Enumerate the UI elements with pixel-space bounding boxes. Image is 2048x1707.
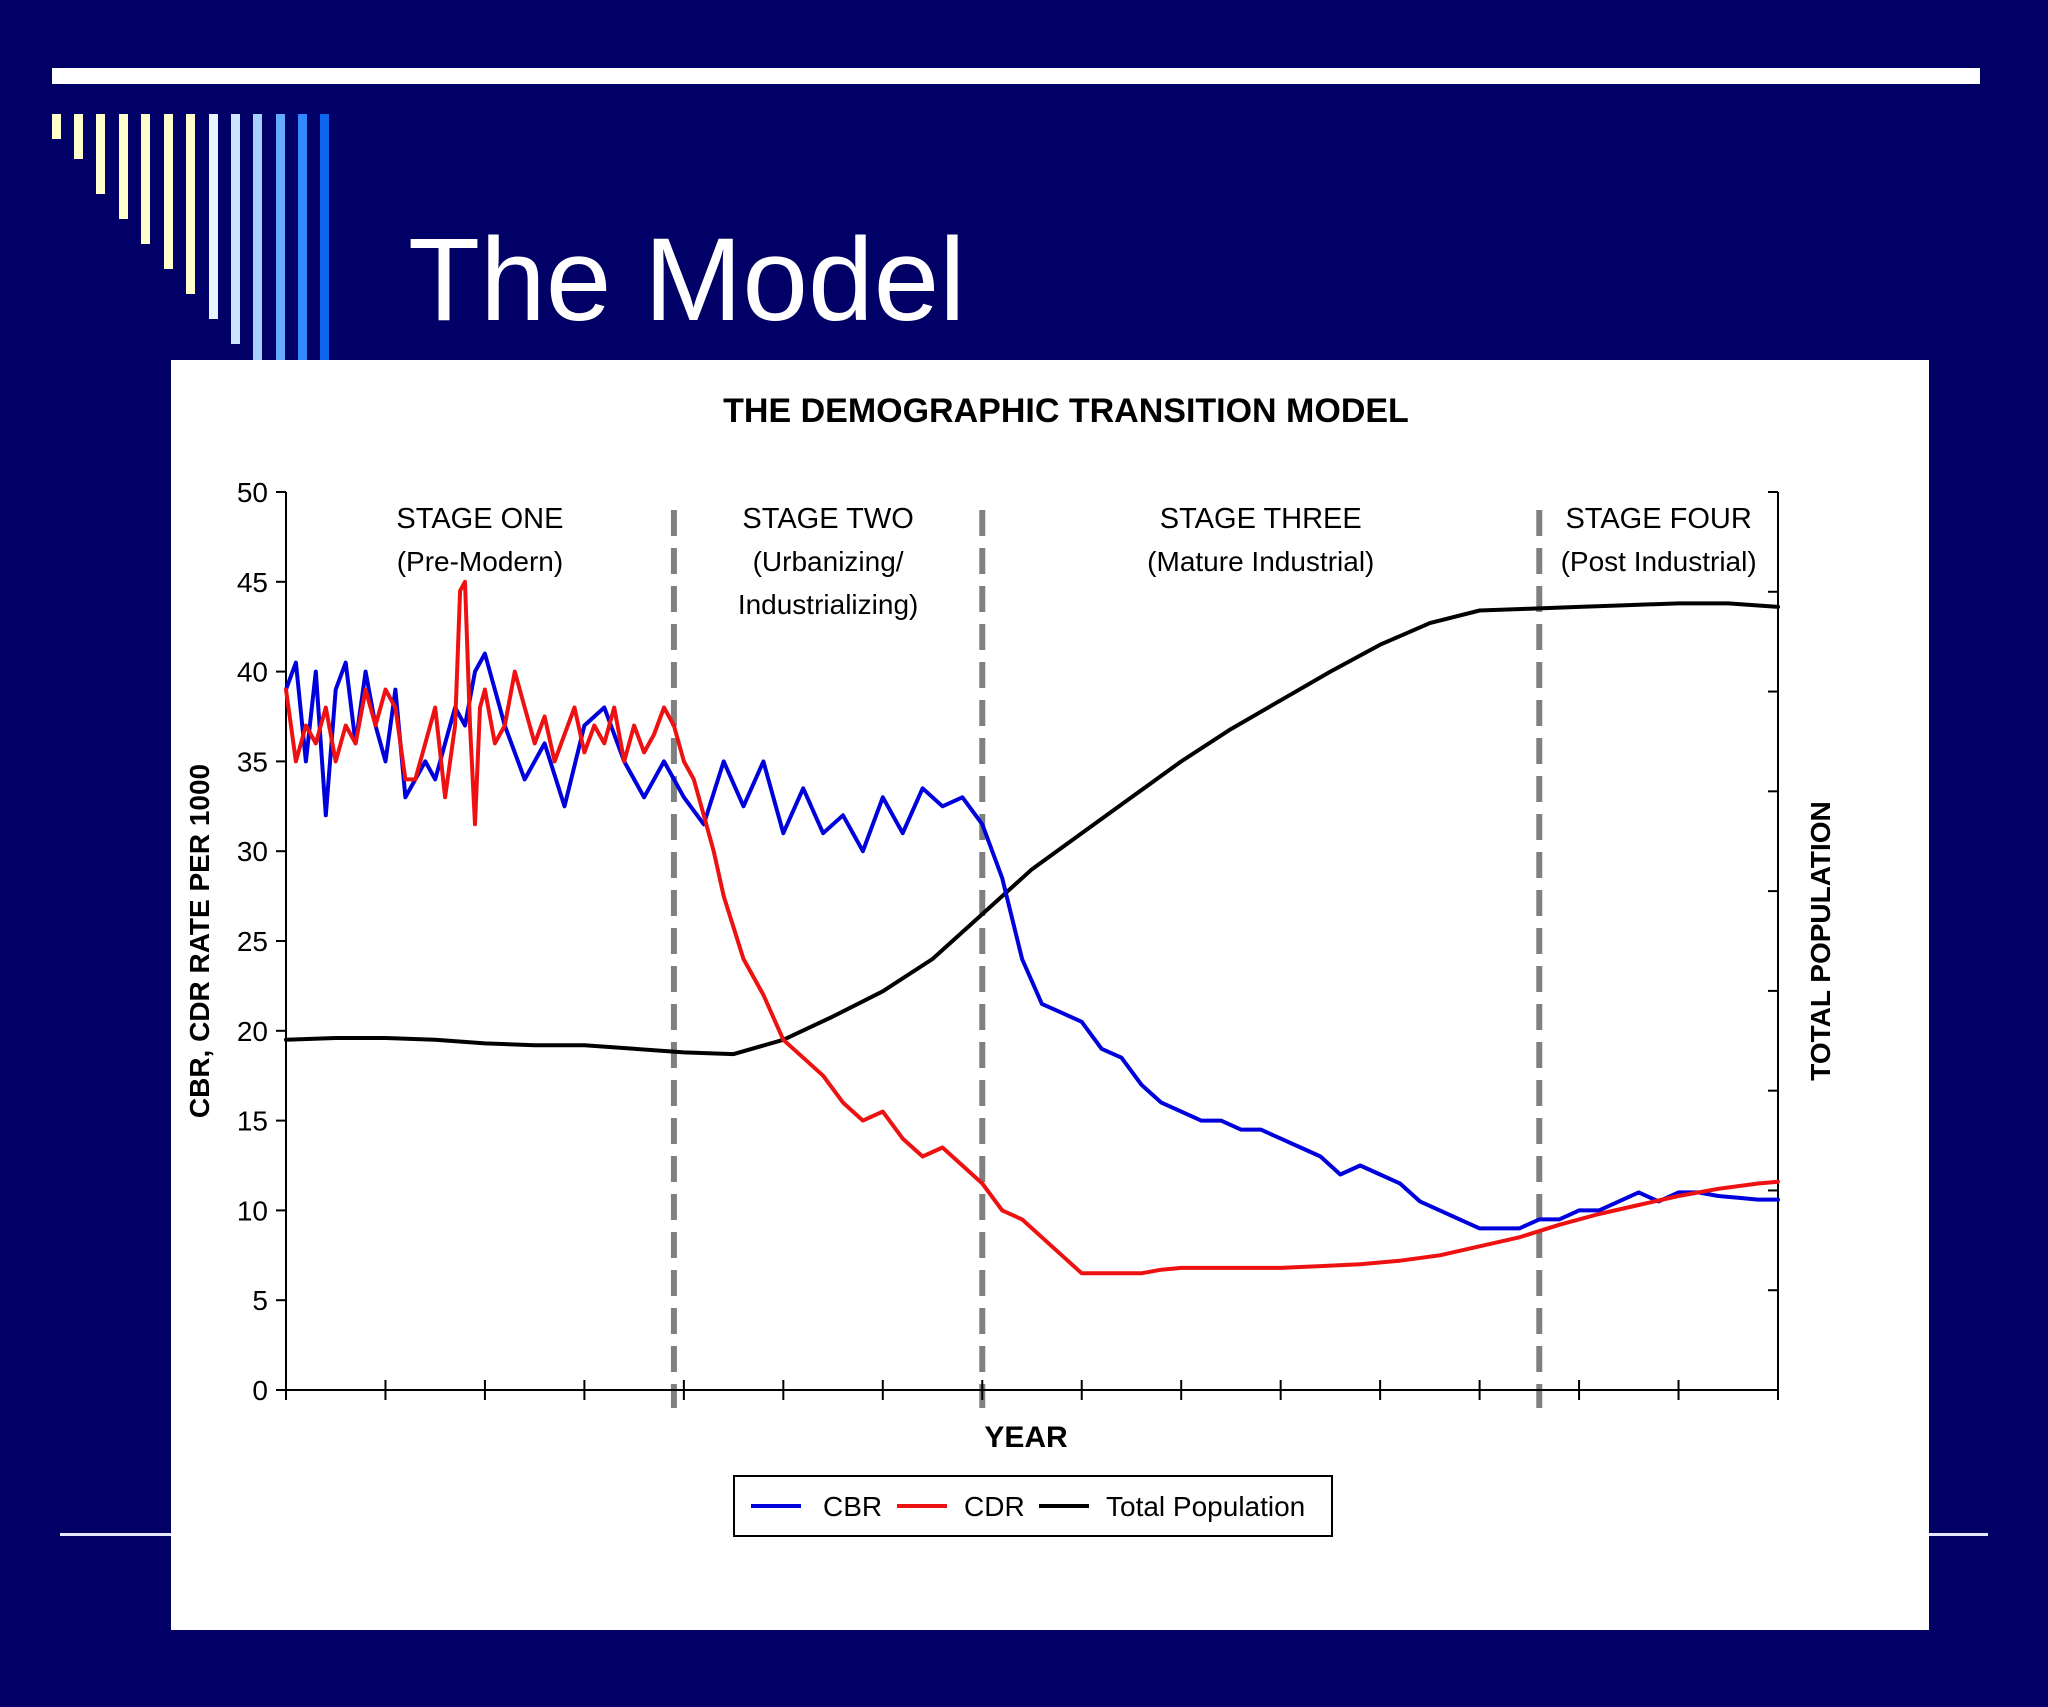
series-line-cbr xyxy=(284,651,1780,1231)
stage-label: STAGE ONE xyxy=(396,503,563,535)
slide-title: The Model xyxy=(408,214,966,346)
stage-label: STAGE THREE xyxy=(1160,503,1362,535)
stage-label: STAGE TWO xyxy=(742,503,913,535)
y-tick-label: 10 xyxy=(237,1195,268,1226)
y-tick-label: 35 xyxy=(237,746,268,777)
legend-label: CBR xyxy=(823,1491,882,1522)
legend: CBR CDR Total Population xyxy=(733,1475,1333,1537)
series-line-cdr xyxy=(284,579,1780,1276)
y-tick-label: 5 xyxy=(252,1285,268,1316)
x-axis-label: YEAR xyxy=(984,1421,1068,1454)
stage-label: STAGE FOUR xyxy=(1565,503,1751,535)
y-axis-label: CBR, CDR RATE PER 1000 xyxy=(184,764,215,1118)
stage-sublabel: (Post Industrial) xyxy=(1561,546,1757,577)
demographic-transition-chart: THE DEMOGRAPHIC TRANSITION MODEL STAGE O… xyxy=(184,392,1836,1537)
y-tick-label: 15 xyxy=(237,1106,268,1137)
series-line-total-population xyxy=(284,601,1780,1057)
stage-sublabel: (Mature Industrial) xyxy=(1147,546,1374,577)
chart-panel: THE DEMOGRAPHIC TRANSITION MODEL STAGE O… xyxy=(171,360,1929,1630)
y-tick-label: 50 xyxy=(237,477,268,508)
stage-sublabel-2: Industrializing) xyxy=(738,589,919,620)
legend-label: Total Population xyxy=(1106,1491,1305,1522)
chart-title: THE DEMOGRAPHIC TRANSITION MODEL xyxy=(723,392,1409,430)
decorative-stripes xyxy=(52,114,342,364)
y-tick-label: 45 xyxy=(237,567,268,598)
stage-sublabel: (Pre-Modern) xyxy=(397,546,563,577)
y-tick-label: 30 xyxy=(237,836,268,867)
y-axis-right-label: TOTAL POPULATION xyxy=(1805,801,1836,1080)
y-tick-label: 20 xyxy=(237,1016,268,1047)
y-tick-label: 0 xyxy=(252,1375,268,1406)
stage-sublabel: (Urbanizing/ xyxy=(753,546,904,577)
legend-box xyxy=(733,1475,1333,1537)
y-tick-label: 40 xyxy=(237,657,268,688)
legend-label: CDR xyxy=(964,1491,1025,1522)
y-tick-label: 25 xyxy=(237,926,268,957)
title-top-rule xyxy=(52,68,1980,84)
